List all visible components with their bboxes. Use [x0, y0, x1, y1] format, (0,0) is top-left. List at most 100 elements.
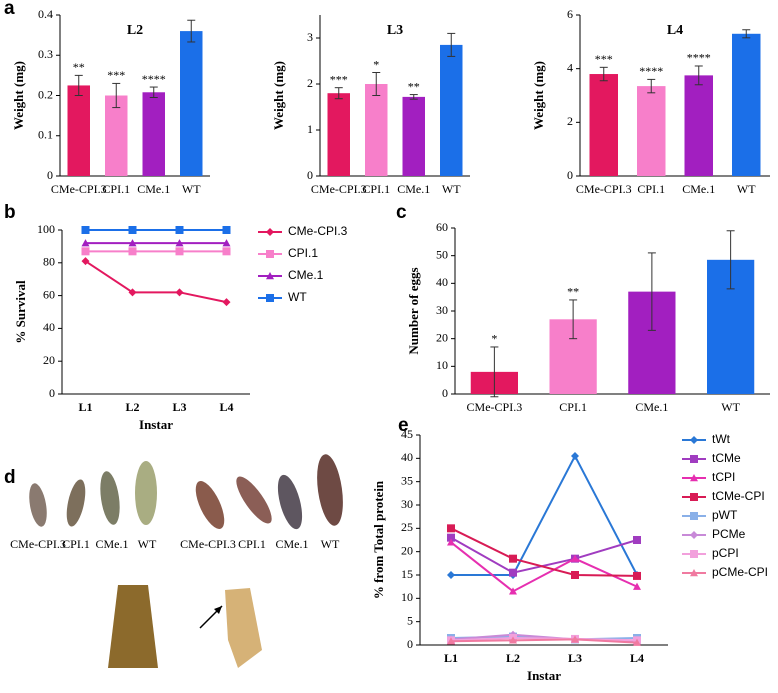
- larvae-right: [195, 454, 343, 530]
- x-tick-label: L3: [568, 651, 582, 665]
- y-tick-label: 0.1: [38, 128, 53, 142]
- legend-label: CMe-CPI.3: [288, 224, 348, 238]
- significance-label: ***: [330, 72, 348, 86]
- significance-label: **: [73, 60, 85, 74]
- marker: [633, 582, 641, 590]
- error-bar: [334, 87, 343, 100]
- error-bar: [726, 230, 735, 290]
- x-tick-label: CMe-CPI.3: [311, 182, 367, 196]
- larva: [277, 474, 303, 530]
- x-tick-label: L1: [444, 651, 458, 665]
- y-tick-label: 0: [307, 168, 313, 182]
- error-bar: [149, 86, 158, 99]
- legend-label: PCMe: [712, 527, 746, 541]
- photo-caption: CMe.1: [276, 537, 309, 551]
- photo-caption: WT: [321, 537, 340, 551]
- panel-label: e: [398, 415, 409, 436]
- y-tick-label: 0.3: [38, 47, 53, 61]
- marker: [690, 569, 698, 577]
- larva: [236, 476, 272, 524]
- y-tick-label: 45: [401, 427, 413, 441]
- x-tick-label: CMe.1: [635, 400, 668, 414]
- x-tick-label: CMe-CPI.3: [467, 400, 523, 414]
- moth-deformed: [225, 588, 262, 668]
- significance-label: *: [373, 57, 379, 71]
- series-line: [450, 638, 638, 644]
- panel-label: c: [396, 202, 407, 223]
- bar: [402, 96, 425, 176]
- panel-label: a: [4, 0, 15, 19]
- marker: [690, 436, 698, 444]
- y-tick-label: 0: [47, 168, 53, 182]
- marker: [447, 533, 455, 542]
- marker: [690, 474, 698, 482]
- bar: [180, 31, 203, 176]
- marker: [81, 247, 90, 256]
- photo-caption: CMe-CPI.3: [10, 537, 66, 551]
- marker: [175, 226, 184, 234]
- panel-label: b: [4, 202, 16, 223]
- significance-label: *: [491, 332, 497, 346]
- photo-panel: d: [4, 454, 343, 668]
- larva: [195, 481, 225, 529]
- marker: [266, 228, 274, 236]
- error-bar: [372, 72, 381, 96]
- marker: [175, 288, 184, 297]
- y-axis-title: Weight (mg): [11, 61, 26, 130]
- y-tick-label: 15: [401, 567, 413, 581]
- significance-label: ***: [595, 52, 613, 66]
- x-tick-label: CMe-CPI.3: [576, 182, 632, 196]
- significance-label: ****: [639, 64, 663, 78]
- x-axis-title: Instar: [139, 417, 173, 432]
- arrow-head: [214, 606, 222, 614]
- marker: [633, 536, 641, 544]
- chart-title: L2: [127, 23, 143, 38]
- legend-label: CMe.1: [288, 268, 324, 282]
- marker: [633, 571, 641, 580]
- chart-title: L3: [387, 23, 403, 38]
- y-tick-label: 6: [567, 7, 573, 21]
- x-tick-label: CPI.1: [362, 182, 390, 196]
- x-tick-label: CMe.1: [397, 182, 430, 196]
- marker: [222, 247, 231, 256]
- x-axis-title: Instar: [527, 668, 561, 683]
- photo-caption: CPI.1: [62, 537, 90, 551]
- y-tick-label: 60: [43, 287, 55, 301]
- bar: [684, 75, 713, 176]
- moths: [108, 585, 262, 668]
- bar: [67, 85, 90, 176]
- x-tick-label: WT: [182, 182, 201, 196]
- marker: [509, 554, 517, 563]
- significance-label: **: [408, 79, 420, 93]
- marker: [509, 568, 517, 577]
- marker: [128, 288, 137, 297]
- y-tick-label: 0: [49, 386, 55, 400]
- y-axis-title: Weight (mg): [271, 61, 286, 130]
- marker: [447, 637, 455, 645]
- x-tick-label: CMe.1: [682, 182, 715, 196]
- bar: [142, 92, 165, 176]
- x-tick-label: CPI.1: [559, 400, 587, 414]
- marker: [690, 550, 698, 558]
- y-tick-label: 0.2: [38, 87, 53, 101]
- y-axis-title: Weight (mg): [531, 61, 546, 130]
- x-tick-label: L3: [172, 400, 186, 414]
- legend-label: WT: [288, 290, 307, 304]
- x-tick-label: L4: [219, 400, 233, 414]
- y-tick-label: 2: [307, 76, 313, 90]
- bar: [589, 74, 618, 176]
- y-tick-label: 10: [401, 590, 413, 604]
- y-tick-label: 40: [436, 275, 448, 289]
- marker: [571, 571, 579, 579]
- bar: [327, 93, 350, 176]
- marker: [222, 226, 231, 234]
- legend-label: tWt: [712, 432, 731, 446]
- marker: [175, 239, 184, 247]
- legend-label: CPI.1: [288, 246, 318, 260]
- marker: [447, 571, 455, 579]
- marker: [690, 512, 698, 520]
- larva: [100, 471, 120, 525]
- marker: [222, 298, 231, 307]
- marker: [690, 455, 698, 463]
